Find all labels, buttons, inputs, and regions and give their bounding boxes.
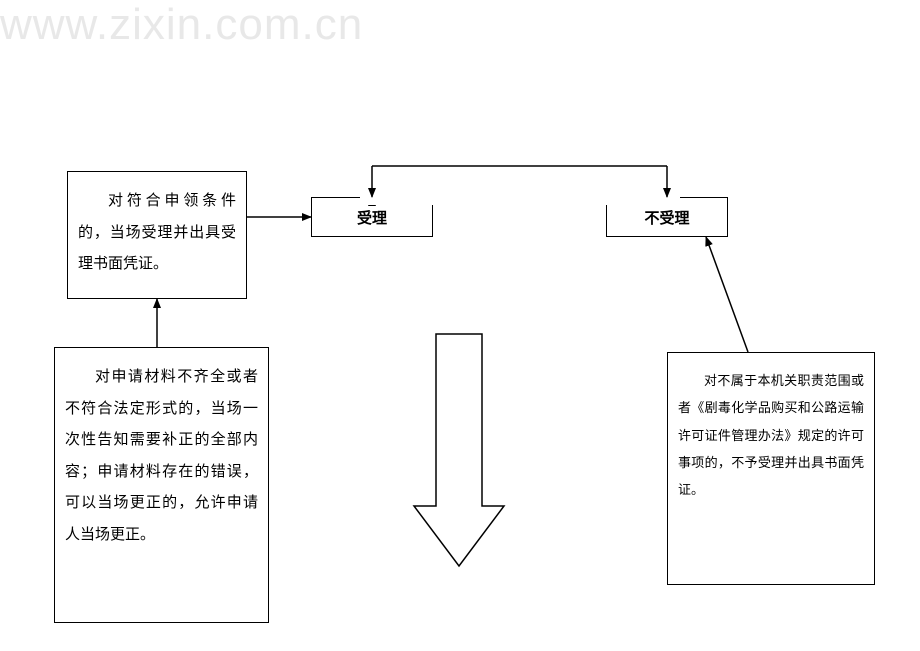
node-supplement-description: 对申请材料不齐全或者不符合法定形式的，当场一次性告知需要补正的全部内容；申请材料… — [54, 347, 269, 623]
node-accept-description-text: 对符合申领条件的，当场受理并出具受理书面凭证。 — [78, 186, 236, 281]
watermark-text: www.zixin.com.cn — [0, 0, 363, 50]
edge-br-to-reject — [706, 237, 748, 352]
node-reject-description: 对不属于本机关职责范围或者《剧毒化学品购买和公路运输许可证件管理办法》规定的许可… — [667, 352, 875, 585]
node-reject-label: 不受理 — [644, 207, 689, 228]
node-accept: 受理 — [311, 197, 433, 237]
node-reject-description-text: 对不属于本机关职责范围或者《剧毒化学品购买和公路运输许可证件管理办法》规定的许可… — [678, 367, 864, 503]
edge-fork — [372, 166, 667, 197]
node-accept-label: 受理 — [357, 207, 387, 228]
node-reject: 不受理 — [606, 197, 728, 237]
node-accept-description: 对符合申领条件的，当场受理并出具受理书面凭证。 — [67, 171, 247, 299]
node-supplement-description-text: 对申请材料不齐全或者不符合法定形式的，当场一次性告知需要补正的全部内容；申请材料… — [65, 362, 258, 551]
edge-big-down-arrow — [414, 334, 504, 566]
